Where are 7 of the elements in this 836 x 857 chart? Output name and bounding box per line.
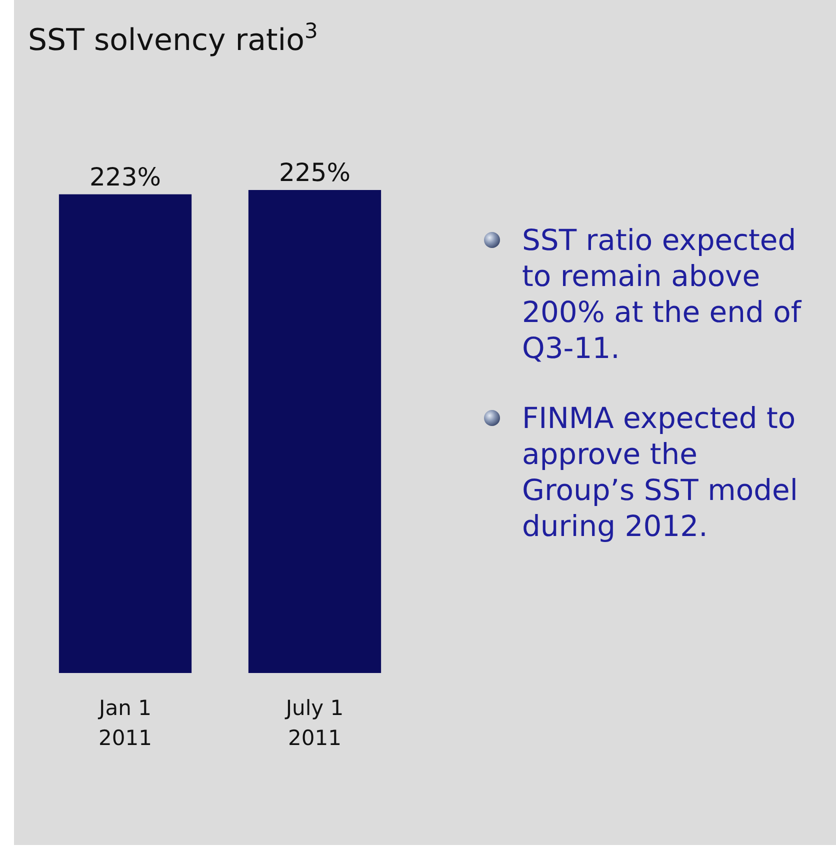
x-tick-label: Jan 1 2011 xyxy=(97,696,152,750)
text: FINMA expected to approve the Group’s SST model during 2012. xyxy=(522,401,798,543)
chart-title: SST solvency ratio$^{3}$ xyxy=(28,19,318,58)
data-label: 225% xyxy=(278,158,350,187)
x-tick-label: July 1 2011 xyxy=(284,696,344,750)
data-label: 223% xyxy=(90,162,162,192)
text: SST ratio expected to remain above 200% at the end of Q3-11. xyxy=(522,223,802,365)
